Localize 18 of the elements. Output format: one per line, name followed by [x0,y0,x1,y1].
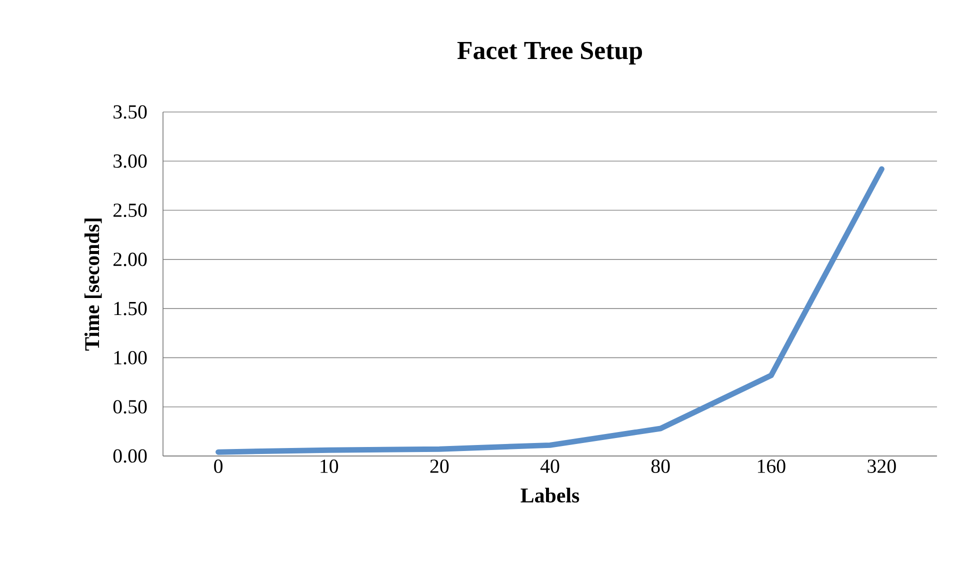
y-tick-label: 0.50 [113,400,147,414]
y-tick-label: 1.00 [114,350,147,364]
y-axis-title: Time [seconds] [84,218,102,351]
x-tick-label: 10 [320,460,338,473]
x-tick-label: 20 [430,460,449,473]
y-tick-label: 3.50 [114,105,147,119]
x-tick-label: 40 [540,460,560,473]
y-tick-label: 1.50 [114,302,147,316]
x-axis-title: Labels [520,488,580,503]
y-tick-label: 2.50 [113,204,147,218]
y-tick-label: 0.00 [113,449,147,463]
x-tick-label: 0 [214,460,223,473]
x-tick-label: 160 [758,460,786,473]
x-tick-label: 80 [651,460,670,473]
y-tick-label: 3.00 [114,154,147,168]
chart-title: Facet Tree Setup [457,42,642,64]
x-tick-label: 320 [868,460,896,473]
y-tick-label: 2.00 [113,252,147,266]
